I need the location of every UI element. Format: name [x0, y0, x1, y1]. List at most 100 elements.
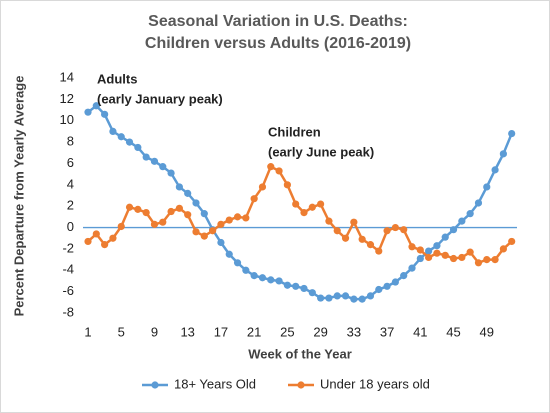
- marker: [508, 237, 516, 246]
- y-tick-label: 2: [67, 198, 74, 213]
- marker: [341, 292, 350, 300]
- marker: [491, 255, 499, 264]
- marker: [258, 274, 267, 282]
- marker: [466, 210, 474, 218]
- marker: [125, 138, 134, 146]
- legend-marker: [151, 381, 159, 389]
- marker: [358, 235, 366, 243]
- x-tick-label: 33: [347, 324, 361, 339]
- marker: [449, 254, 458, 263]
- y-tick-label: 10: [60, 112, 74, 127]
- marker: [474, 199, 483, 207]
- marker: [175, 183, 183, 191]
- marker: [466, 248, 474, 256]
- series-line: [87, 164, 513, 265]
- y-tick-label: -2: [62, 240, 74, 255]
- x-tick-label: 41: [413, 324, 427, 339]
- marker: [408, 264, 416, 272]
- marker: [275, 167, 283, 175]
- marker: [383, 282, 391, 290]
- x-tick-label: 17: [214, 324, 228, 339]
- x-tick-label: 37: [380, 324, 394, 339]
- y-tick-label: 12: [60, 91, 74, 106]
- marker: [366, 292, 375, 300]
- marker: [192, 228, 200, 236]
- marker: [84, 108, 92, 116]
- marker: [150, 220, 159, 228]
- marker: [483, 183, 491, 191]
- x-tick-label: 45: [446, 324, 460, 339]
- marker: [267, 163, 275, 171]
- marker: [292, 282, 300, 290]
- marker: [499, 150, 507, 158]
- x-tick-label: 21: [247, 324, 261, 339]
- marker: [483, 255, 491, 264]
- marker: [233, 213, 242, 221]
- marker: [134, 205, 142, 213]
- marker: [458, 217, 466, 225]
- marker: [159, 218, 167, 226]
- y-axis-label: Percent Departure from Yearly Average: [11, 76, 26, 317]
- marker: [416, 254, 424, 263]
- y-tick-label: 14: [60, 69, 74, 84]
- chart-title: Children versus Adults (2016-2019): [145, 35, 411, 52]
- series-line: [87, 104, 513, 301]
- marker: [233, 259, 242, 267]
- marker: [242, 214, 250, 222]
- marker: [275, 277, 283, 285]
- marker: [416, 246, 424, 254]
- x-tick-label: 25: [280, 324, 294, 339]
- y-tick-label: 6: [67, 155, 74, 170]
- x-tick-label: 29: [313, 324, 327, 339]
- marker: [333, 227, 341, 235]
- marker: [175, 204, 183, 212]
- marker: [300, 208, 308, 217]
- marker: [92, 102, 100, 110]
- marker: [366, 241, 375, 249]
- marker: [474, 259, 483, 267]
- x-tick-label: 49: [480, 324, 494, 339]
- marker: [383, 227, 391, 235]
- marker: [92, 230, 100, 238]
- marker: [325, 294, 333, 302]
- marker: [449, 226, 458, 234]
- marker: [109, 127, 117, 136]
- marker: [375, 247, 383, 255]
- marker: [258, 183, 267, 191]
- marker: [217, 220, 225, 228]
- marker: [159, 163, 167, 171]
- marker: [283, 281, 291, 289]
- marker: [142, 208, 150, 217]
- marker: [142, 153, 150, 161]
- y-tick-label: 8: [67, 134, 74, 149]
- marker: [184, 211, 192, 219]
- y-tick-label: -8: [62, 304, 74, 319]
- marker: [391, 278, 399, 286]
- marker: [209, 227, 217, 235]
- legend-marker: [297, 381, 305, 389]
- marker: [125, 203, 134, 211]
- marker: [292, 200, 300, 208]
- marker: [134, 143, 142, 152]
- marker: [242, 266, 250, 274]
- y-tick-label: -4: [62, 262, 74, 277]
- annotation: Adults: [97, 71, 137, 86]
- marker: [400, 226, 408, 234]
- marker: [283, 181, 291, 189]
- marker: [425, 247, 433, 255]
- marker: [267, 276, 275, 284]
- marker: [308, 203, 316, 211]
- chart-title: Seasonal Variation in U.S. Deaths:: [148, 13, 408, 30]
- marker: [217, 238, 225, 247]
- annotation: Children: [268, 124, 321, 139]
- marker: [192, 199, 200, 207]
- marker: [84, 237, 92, 246]
- marker: [101, 241, 109, 249]
- marker: [250, 195, 258, 203]
- legend-label: Under 18 years old: [320, 376, 430, 391]
- marker: [225, 250, 233, 258]
- marker: [433, 242, 441, 250]
- marker: [109, 234, 117, 242]
